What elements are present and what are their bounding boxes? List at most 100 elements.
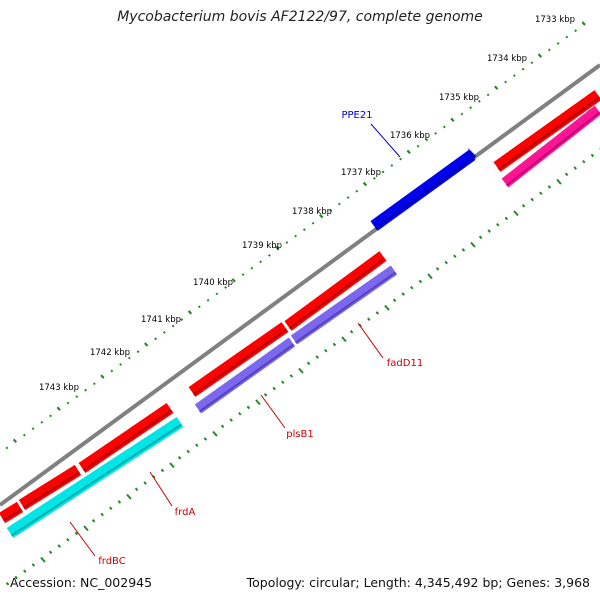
inner-tick-mark — [461, 248, 466, 252]
gene-red-4[interactable] — [78, 403, 174, 473]
gene-ppe21[interactable] — [370, 150, 476, 231]
outer-tick-mark — [84, 388, 88, 392]
inner-tick-mark — [31, 563, 36, 567]
outer-tick-mark — [494, 85, 499, 90]
gene-label-group: PPE21 fadD11 plsB1 frdA frdBC — [98, 110, 423, 567]
ppe21-leader-line — [370, 123, 401, 158]
inner-tick-mark — [418, 279, 423, 284]
gene-label-ppe21[interactable]: PPE21 — [341, 110, 372, 121]
map-title: Mycobacterium bovis AF2122/97, complete … — [117, 9, 483, 25]
outer-tick-mark — [450, 117, 455, 123]
outer-tick-mark — [171, 324, 175, 328]
outer-tick-mark — [180, 318, 184, 321]
inner-tick-mark — [564, 172, 569, 177]
tick-label-group: 1733 kbp 1734 kbp 1735 kbp 1736 kbp 1737 kbp… — [39, 15, 575, 393]
inner-tick-mark — [487, 229, 491, 233]
inner-tick-mark — [212, 430, 218, 437]
gene-label-frda[interactable]: frdA — [175, 507, 196, 518]
outer-tick-mark — [425, 138, 429, 142]
outer-tick-mark — [416, 144, 420, 148]
inner-tick-mark — [315, 355, 319, 359]
outer-tick-mark — [302, 228, 306, 232]
inner-tick-mark — [521, 204, 526, 208]
outer-tick-mark — [512, 74, 516, 78]
inner-tick-mark — [478, 235, 483, 240]
outer-tick-mark — [337, 202, 341, 206]
outer-tick-mark — [206, 298, 210, 302]
outer-tick-mark — [5, 446, 9, 450]
inner-tick-mark — [40, 556, 46, 563]
gene-red-1[interactable] — [493, 90, 600, 172]
inner-tick-mark — [272, 386, 276, 391]
outer-tick-mark — [329, 209, 333, 212]
outer-tick-mark — [521, 67, 525, 71]
inner-tick-mark — [384, 304, 390, 311]
inner-tick-mark — [470, 241, 476, 248]
outer-tick-mark — [469, 106, 473, 110]
tick-label: 1734 kbp — [487, 54, 527, 64]
inner-tick-mark — [169, 462, 175, 469]
gene-red-6[interactable] — [0, 501, 24, 524]
gene-fadd11[interactable] — [290, 265, 398, 345]
inner-tick-mark — [255, 399, 261, 406]
inner-tick-mark — [496, 222, 500, 227]
inner-tick-mark — [427, 273, 433, 280]
inner-tick-mark — [547, 185, 552, 189]
outer-tick-mark — [275, 245, 280, 251]
inner-tick-mark — [160, 468, 165, 473]
inner-tick-mark — [367, 317, 371, 322]
outer-tick-mark — [294, 234, 298, 238]
genome-summary-text: Topology: circular; Length: 4,345,492 bp… — [246, 575, 590, 590]
label-line-group — [69, 123, 401, 557]
outer-tick-mark — [12, 438, 18, 444]
tick-label: 1737 kbp — [341, 168, 381, 178]
outer-tick-mark — [442, 125, 446, 129]
tick-label: 1739 kbp — [242, 241, 282, 251]
inner-tick-mark — [444, 260, 448, 265]
inner-tick-mark — [57, 544, 61, 548]
gene-label-frdbc[interactable]: frdBC — [98, 556, 125, 567]
tick-label: 1738 kbp — [292, 207, 332, 217]
outer-tick-mark — [144, 342, 149, 347]
inner-tick-mark — [23, 569, 27, 574]
inner-tick-mark — [134, 487, 139, 492]
gene-label-plsb1[interactable]: plsB1 — [286, 429, 314, 440]
inner-tick-mark — [401, 292, 405, 296]
outer-tick-mark — [565, 35, 569, 39]
outer-tick-mark — [504, 80, 508, 84]
outer-tick-mark — [477, 99, 481, 103]
outer-tick-mark — [22, 433, 26, 437]
outer-tick-mark — [241, 273, 245, 277]
inner-tick-mark — [14, 575, 18, 580]
inner-tick-mark — [126, 493, 132, 500]
gene-red-2[interactable] — [284, 251, 387, 331]
gene-red-3[interactable] — [188, 322, 289, 397]
inner-tick-mark — [392, 298, 397, 303]
gene-plsb1[interactable] — [194, 337, 296, 414]
gene-label-fadd11[interactable]: fadD11 — [387, 358, 423, 369]
gene-pink[interactable] — [501, 105, 600, 188]
inner-tick-mark — [582, 159, 586, 164]
plsb1-leader-line — [260, 394, 286, 429]
inner-tick-mark — [504, 216, 509, 221]
outer-tick-mark — [110, 369, 114, 373]
inner-tick-mark — [556, 178, 562, 185]
outer-tick-mark — [362, 181, 368, 187]
outer-tick-mark — [372, 176, 376, 180]
outer-tick-mark — [197, 305, 201, 309]
tick-label: 1742 kbp — [90, 348, 130, 358]
inner-tick-mark — [281, 380, 285, 385]
outer-tick-mark — [346, 196, 350, 199]
outer-tick-mark — [355, 189, 359, 193]
inner-tick-mark — [143, 481, 147, 485]
outer-tick-mark — [406, 149, 411, 155]
inner-tick-mark — [332, 342, 337, 347]
inner-tick-mark — [289, 374, 294, 378]
outer-tick-mark — [56, 406, 61, 411]
gene-frdbc[interactable] — [6, 416, 184, 539]
tick-label: 1735 kbp — [439, 93, 479, 103]
inner-tick-mark — [341, 336, 347, 343]
gene-red-5[interactable] — [18, 464, 82, 511]
genome-backbone — [0, 63, 600, 507]
